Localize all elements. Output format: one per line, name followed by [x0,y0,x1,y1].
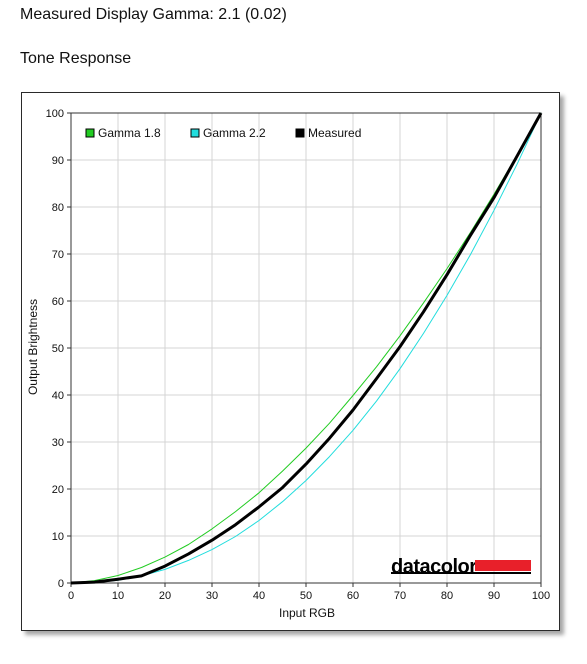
y-tick-label: 70 [52,249,64,261]
legend-swatch-gamma-1-8 [85,128,95,138]
x-tick-label: 40 [253,590,265,602]
y-tick-label: 90 [52,155,64,167]
plot-border [70,112,542,584]
x-axis-label: Input RGB [279,606,335,620]
page-title: Measured Display Gamma: 2.1 (0.02) [20,6,287,23]
y-tick-label: 100 [46,108,64,120]
y-tick-label: 60 [52,296,64,308]
x-tick-label: 60 [347,590,359,602]
x-tick-label: 90 [488,590,500,602]
legend-label-measured: Measured [308,126,361,140]
x-tick-label: 0 [68,590,74,602]
legend-swatch-gamma-2-2 [190,128,200,138]
x-tick-label: 80 [441,590,453,602]
y-axis-label: Output Brightness [26,299,40,395]
x-tick-label: 10 [112,590,124,602]
chart-section-title: Tone Response [20,50,132,67]
y-tick-label: 50 [52,343,64,355]
chart-panel: 0 10 20 30 40 50 60 70 80 90 100 0 10 20 30 40 50 60 70 80… [21,92,560,631]
y-tick-label: 10 [52,531,64,543]
tone-response-chart: 0 10 20 30 40 50 60 70 80 90 100 0 10 20 30 40 50 60 70 80… [26,108,550,620]
y-tick-label: 30 [52,437,64,449]
y-tick-label: 20 [52,484,64,496]
series-line-gamma-1-8 [70,112,542,584]
legend: Gamma 1.8 Gamma 2.2 Measured [85,126,361,140]
series-lines [70,112,543,585]
y-tick-label: 80 [52,202,64,214]
logo-accent-bar [475,560,531,571]
grid-lines [71,113,541,583]
x-tick-label: 70 [394,590,406,602]
legend-label-gamma-2-2: Gamma 2.2 [203,126,266,140]
legend-swatch-measured [295,128,305,138]
y-tick-label: 40 [52,390,64,402]
y-tick-labels: 0 10 20 30 40 50 60 70 80 90 100 [46,108,64,590]
logo-text: datacolor [391,556,477,578]
axes [67,112,542,587]
datacolor-logo: datacolor [391,556,531,578]
x-tick-label: 20 [159,590,171,602]
series-line-measured [70,112,543,585]
x-tick-labels: 0 10 20 30 40 50 60 70 80 90 100 [68,590,550,602]
y-tick-label: 0 [58,578,64,590]
logo-underline [391,572,531,574]
x-tick-label: 50 [300,590,312,602]
x-tick-label: 100 [532,590,550,602]
legend-label-gamma-1-8: Gamma 1.8 [98,126,161,140]
x-tick-label: 30 [206,590,218,602]
